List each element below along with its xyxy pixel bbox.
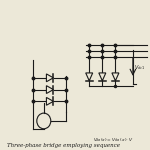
Polygon shape xyxy=(46,74,53,82)
Polygon shape xyxy=(99,73,106,81)
Polygon shape xyxy=(86,73,93,81)
Polygon shape xyxy=(112,73,119,81)
Polygon shape xyxy=(46,86,53,93)
Polygon shape xyxy=(46,97,53,105)
Text: $V_{d\alpha}(x)=V_{d\alpha}$ $(x)$- $V$: $V_{d\alpha}(x)=V_{d\alpha}$ $(x)$- $V$ xyxy=(93,136,134,144)
Text: $V_{dc1}$: $V_{dc1}$ xyxy=(134,64,145,72)
Text: Three-phase bridge employing sequence: Three-phase bridge employing sequence xyxy=(6,143,120,148)
